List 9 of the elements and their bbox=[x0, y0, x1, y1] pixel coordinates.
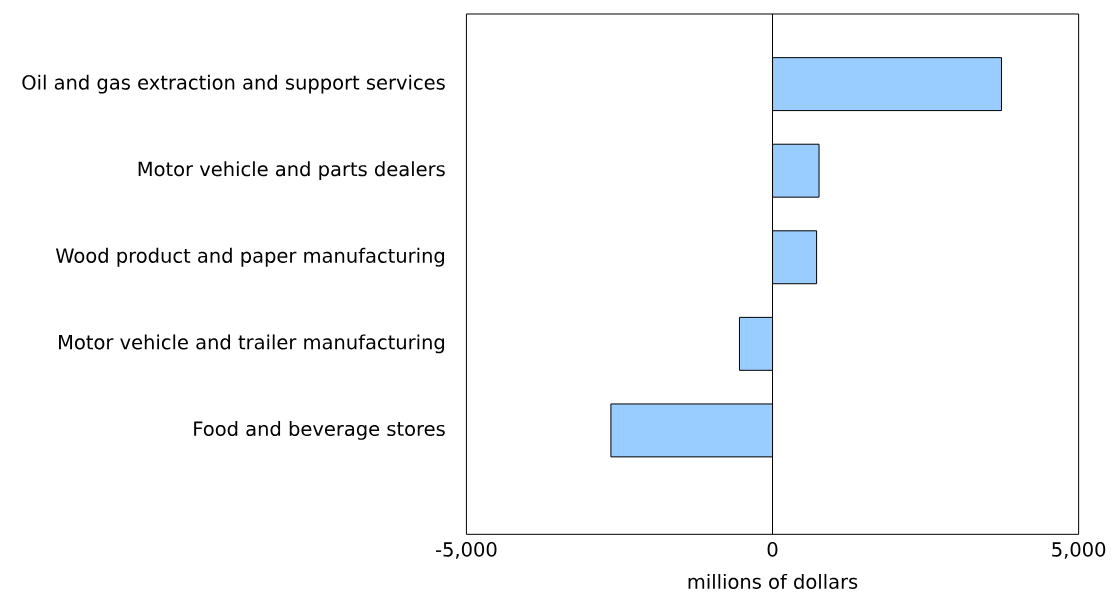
y-tick-label: Motor vehicle and parts dealers bbox=[138, 161, 445, 181]
y-tick-label: Food and beverage stores bbox=[194, 420, 445, 440]
y-tick-label: Oil and gas extraction and support services bbox=[22, 74, 445, 94]
x-tick-label: 5,000 bbox=[1052, 541, 1106, 559]
x-tick-label: 0 bbox=[767, 541, 778, 557]
y-tick-label: Motor vehicle and trailer manufacturing bbox=[59, 334, 444, 354]
y-tick-label: Wood product and paper manufacturing bbox=[55, 247, 445, 267]
x-tick-label: -5,000 bbox=[435, 541, 497, 559]
x-axis-title: millions of dollars bbox=[688, 573, 858, 589]
